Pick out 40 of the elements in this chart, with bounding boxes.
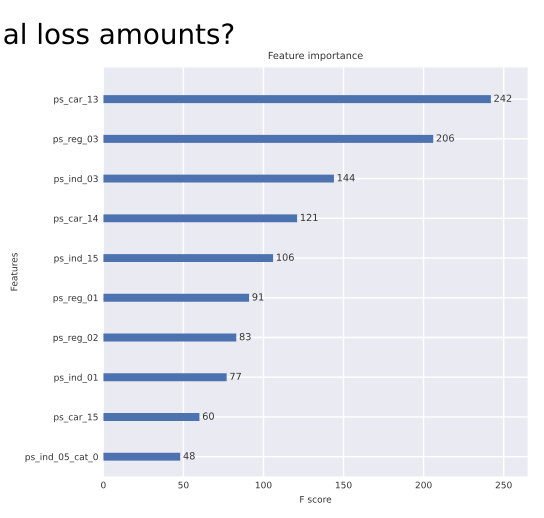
data-label: 48 (183, 452, 195, 460)
data-label: 121 (300, 214, 318, 221)
data-label: 91 (252, 293, 264, 301)
x-tick-label: 0 (101, 482, 106, 488)
y-tick-label: ps_car_15 (54, 414, 98, 422)
bar (103, 412, 200, 421)
y-tick-label: ps_ind_15 (54, 254, 98, 264)
y-tick-label: ps_car_14 (54, 215, 98, 224)
x-axis-title: F score (300, 496, 332, 503)
bar (103, 452, 180, 461)
data-label: 144 (338, 174, 355, 182)
data-label: 83 (240, 332, 251, 340)
bar (103, 174, 334, 183)
bar (103, 294, 250, 302)
y-tick-label: ps_ind_05_cat_0 (26, 453, 98, 462)
bar (103, 214, 298, 222)
y-axis-title: Features (10, 252, 18, 290)
chart-title: Feature importance (268, 52, 363, 62)
bar (103, 334, 236, 342)
data-label: 206 (436, 134, 454, 142)
y-tick-label: ps_reg_01 (54, 294, 98, 304)
bar (103, 134, 434, 143)
x-tick-label: 250 (496, 482, 512, 488)
y-tick-label: ps_car_13 (54, 96, 98, 105)
data-label: 242 (494, 94, 512, 102)
x-tick-label: 50 (178, 482, 189, 488)
y-tick-label: ps_reg_03 (54, 136, 98, 144)
text: al loss amounts? (4, 22, 234, 44)
y-tick-label: ps_ind_01 (54, 374, 98, 383)
x-tick-label: 200 (416, 482, 432, 488)
y-tick-label: ps_reg_02 (54, 334, 98, 343)
data-label: 77 (230, 372, 241, 380)
data-label: 60 (202, 412, 214, 420)
bar (103, 95, 491, 104)
data-label: 106 (276, 254, 294, 261)
bar (103, 373, 227, 382)
x-tick-label: 150 (336, 482, 352, 488)
x-tick-label: 100 (256, 482, 272, 488)
bar (103, 254, 274, 262)
y-tick-label: ps_ind_03 (54, 175, 98, 184)
